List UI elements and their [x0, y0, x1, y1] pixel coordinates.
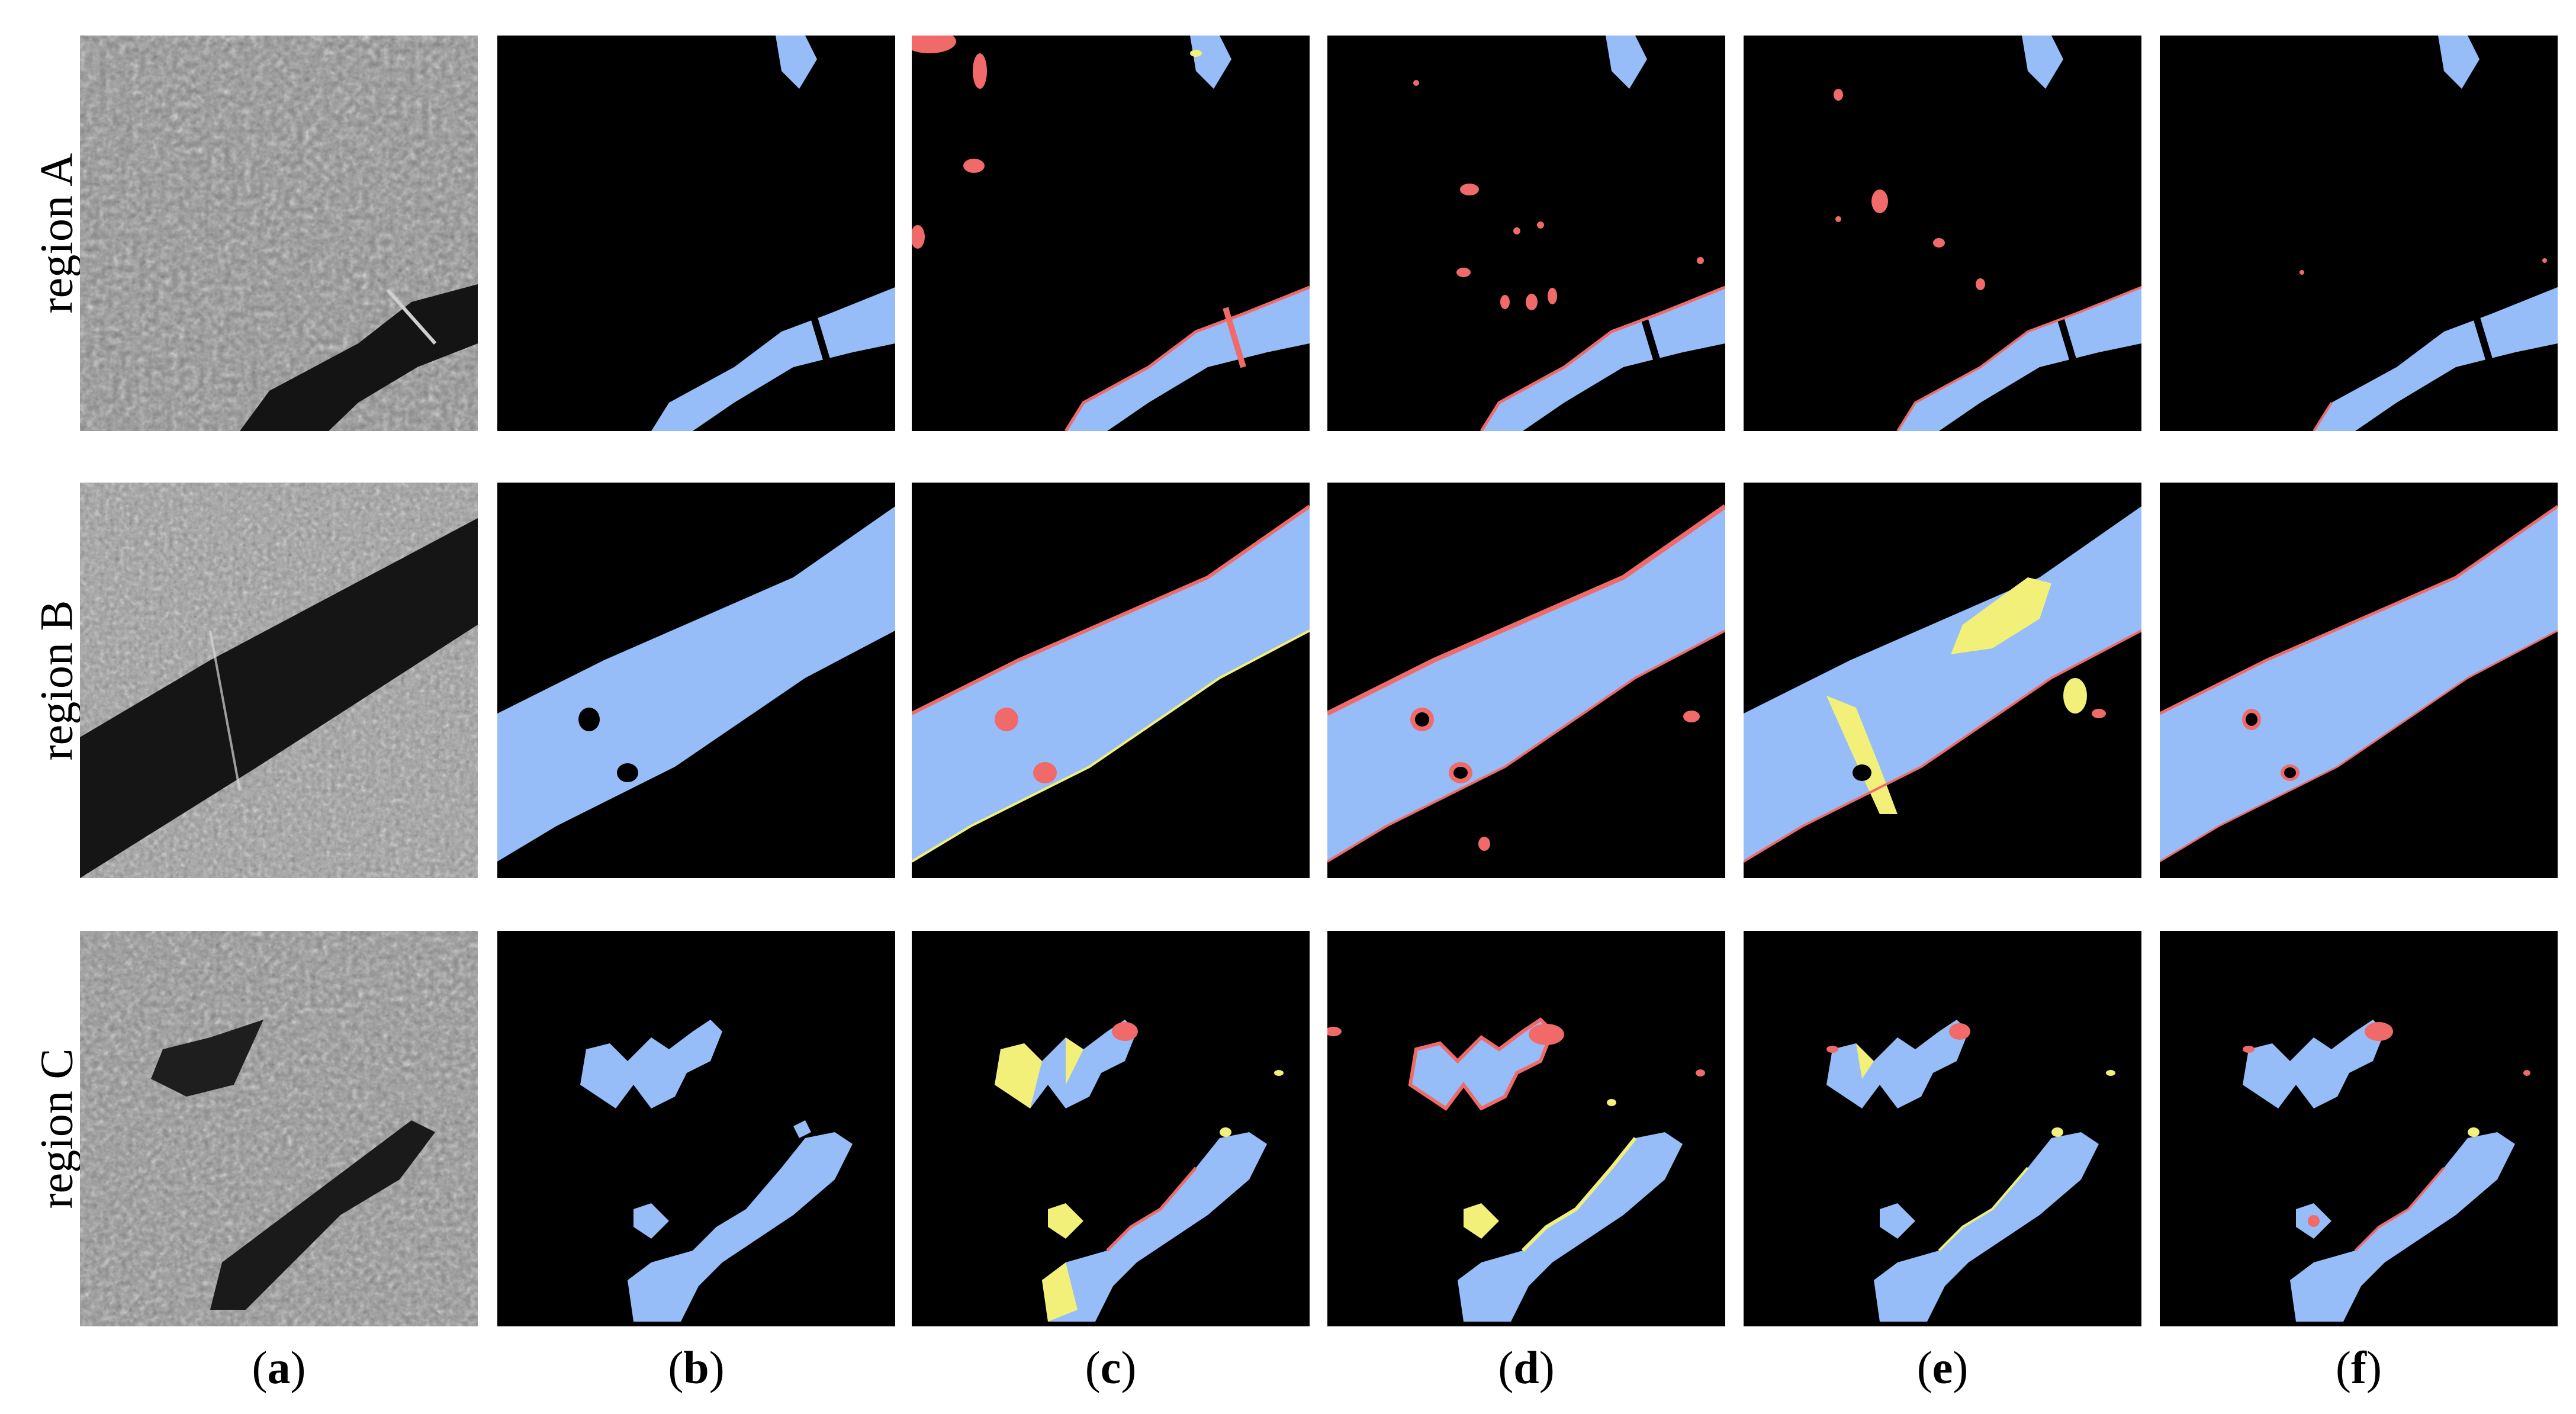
region-b-sar-image — [80, 483, 478, 878]
region-a-result-e — [1744, 36, 2141, 431]
region-c-sar-image — [80, 931, 478, 1326]
region-c-ground-truth — [497, 931, 895, 1326]
region-b-result-f — [2160, 483, 2558, 878]
region-a-result-d — [1327, 36, 1725, 431]
column-label-c: (c) — [1085, 1342, 1137, 1393]
column-label-d: (d) — [1498, 1342, 1555, 1393]
region-b-ground-truth — [497, 483, 895, 878]
region-c-result-c — [912, 931, 1310, 1326]
region-c-result-f — [2160, 931, 2558, 1326]
region-a-sar-image — [80, 36, 478, 431]
region-b-result-c — [912, 483, 1310, 878]
region-a-result-c — [912, 36, 1310, 431]
region-a-ground-truth — [497, 36, 895, 431]
column-label-f: (f) — [2336, 1342, 2382, 1393]
region-c-result-d — [1327, 931, 1725, 1326]
column-label-e: (e) — [1916, 1342, 1969, 1393]
column-label-b: (b) — [668, 1342, 725, 1393]
region-b-result-e — [1744, 483, 2141, 878]
region-a-result-f — [2160, 36, 2558, 431]
region-c-result-e — [1744, 931, 2141, 1326]
region-b-result-d — [1327, 483, 1725, 878]
column-label-a: (a) — [252, 1342, 306, 1393]
